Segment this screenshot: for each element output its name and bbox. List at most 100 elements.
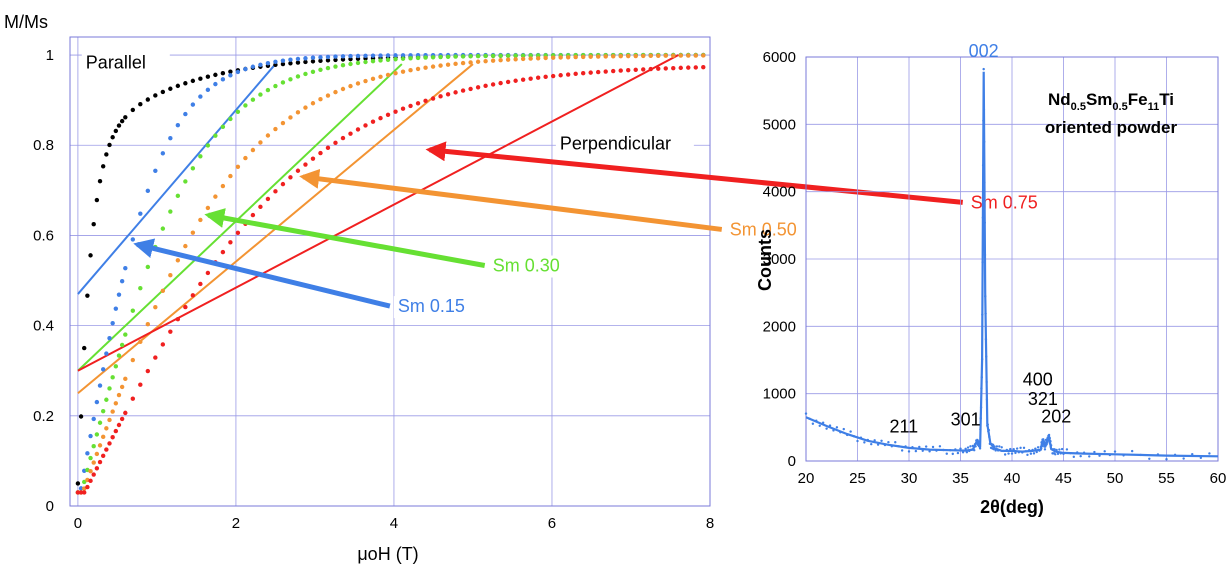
data-point <box>265 60 271 66</box>
xrd-point <box>977 444 981 448</box>
right-x-tick-label: 60 <box>1210 470 1227 487</box>
data-point <box>168 329 173 334</box>
data-point <box>243 66 248 72</box>
data-point <box>190 166 196 171</box>
data-point <box>618 54 623 59</box>
data-point <box>333 54 338 59</box>
data-point <box>701 64 706 70</box>
xrd-point <box>1122 454 1125 457</box>
data-point <box>97 459 103 465</box>
data-point <box>138 285 143 291</box>
data-point <box>94 432 100 437</box>
xrd-point <box>969 445 972 448</box>
data-point <box>363 53 368 58</box>
data-point <box>318 55 323 60</box>
xrd-point <box>835 426 839 429</box>
xrd-point <box>815 419 818 422</box>
data-point <box>280 80 286 85</box>
annotation-arrow <box>133 238 391 309</box>
data-point <box>445 54 451 59</box>
data-point <box>85 293 90 298</box>
data-point <box>595 54 601 59</box>
data-point <box>430 64 436 69</box>
data-point <box>116 422 122 428</box>
data-point <box>378 115 383 121</box>
data-point <box>104 397 109 402</box>
xrd-point <box>1007 452 1010 455</box>
xrd-point <box>970 448 973 451</box>
data-point <box>123 265 128 271</box>
peak-label-400: 400 <box>1023 370 1053 390</box>
data-point <box>205 270 211 276</box>
xrd-point <box>808 417 811 420</box>
data-point <box>175 316 181 322</box>
xrd-point <box>1093 450 1096 454</box>
data-point <box>580 71 586 76</box>
data-point <box>528 56 533 61</box>
xrd-point <box>1173 453 1177 457</box>
data-point <box>213 81 218 87</box>
right-y-tick-label: 5000 <box>763 116 796 133</box>
right-x-tick-label: 40 <box>1004 470 1021 487</box>
data-point <box>88 455 93 461</box>
data-point <box>288 77 293 82</box>
data-point <box>445 92 451 97</box>
data-point <box>145 97 151 102</box>
data-point <box>75 490 81 495</box>
xrd-point <box>863 441 866 444</box>
xrd-point <box>974 445 977 448</box>
data-point <box>445 62 451 67</box>
data-point <box>110 135 115 140</box>
data-point <box>550 73 556 79</box>
xrd-point <box>982 119 985 122</box>
data-point <box>468 86 473 92</box>
right-x-tick-label: 50 <box>1107 470 1124 487</box>
data-point <box>520 77 526 82</box>
data-point <box>88 253 93 258</box>
data-point <box>483 58 488 64</box>
data-point <box>693 65 698 70</box>
data-point <box>213 194 218 199</box>
xrd-point <box>1103 450 1106 453</box>
data-point <box>400 53 406 58</box>
data-point <box>94 197 100 203</box>
data-point <box>483 53 488 59</box>
data-point <box>310 101 316 106</box>
left-y-tick-label: 0.4 <box>33 318 54 335</box>
xrd-point <box>818 424 821 427</box>
data-point <box>611 68 616 74</box>
data-point <box>107 386 112 391</box>
xrd-point <box>1182 457 1185 460</box>
data-point <box>116 292 122 297</box>
data-point <box>198 217 203 223</box>
data-point <box>348 53 353 59</box>
data-point <box>168 209 173 214</box>
data-point <box>363 78 368 84</box>
xrd-point <box>1060 447 1064 451</box>
xrd-point <box>914 449 918 453</box>
data-point <box>205 205 211 211</box>
data-point <box>303 162 308 167</box>
data-point <box>656 66 661 71</box>
left-x-tick-label: 8 <box>706 515 714 532</box>
xrd-point <box>983 253 987 257</box>
xrd-point <box>980 357 984 361</box>
data-point <box>75 481 81 486</box>
data-point <box>205 87 211 93</box>
data-point <box>198 281 203 287</box>
data-point <box>603 54 608 59</box>
data-point <box>85 484 90 490</box>
right-x-tick-label: 20 <box>798 470 815 487</box>
data-point <box>235 109 241 114</box>
xrd-point <box>880 439 883 442</box>
right-chart-subtitle: oriented powder <box>1045 118 1178 137</box>
data-point <box>213 133 218 138</box>
xrd-point <box>1053 448 1056 451</box>
data-point <box>611 54 616 59</box>
data-point <box>78 486 84 491</box>
xrd-point <box>1208 452 1211 455</box>
xrd-point <box>1009 447 1012 451</box>
data-point <box>228 173 233 179</box>
xrd-point <box>1156 453 1160 456</box>
xrd-point <box>859 436 863 439</box>
